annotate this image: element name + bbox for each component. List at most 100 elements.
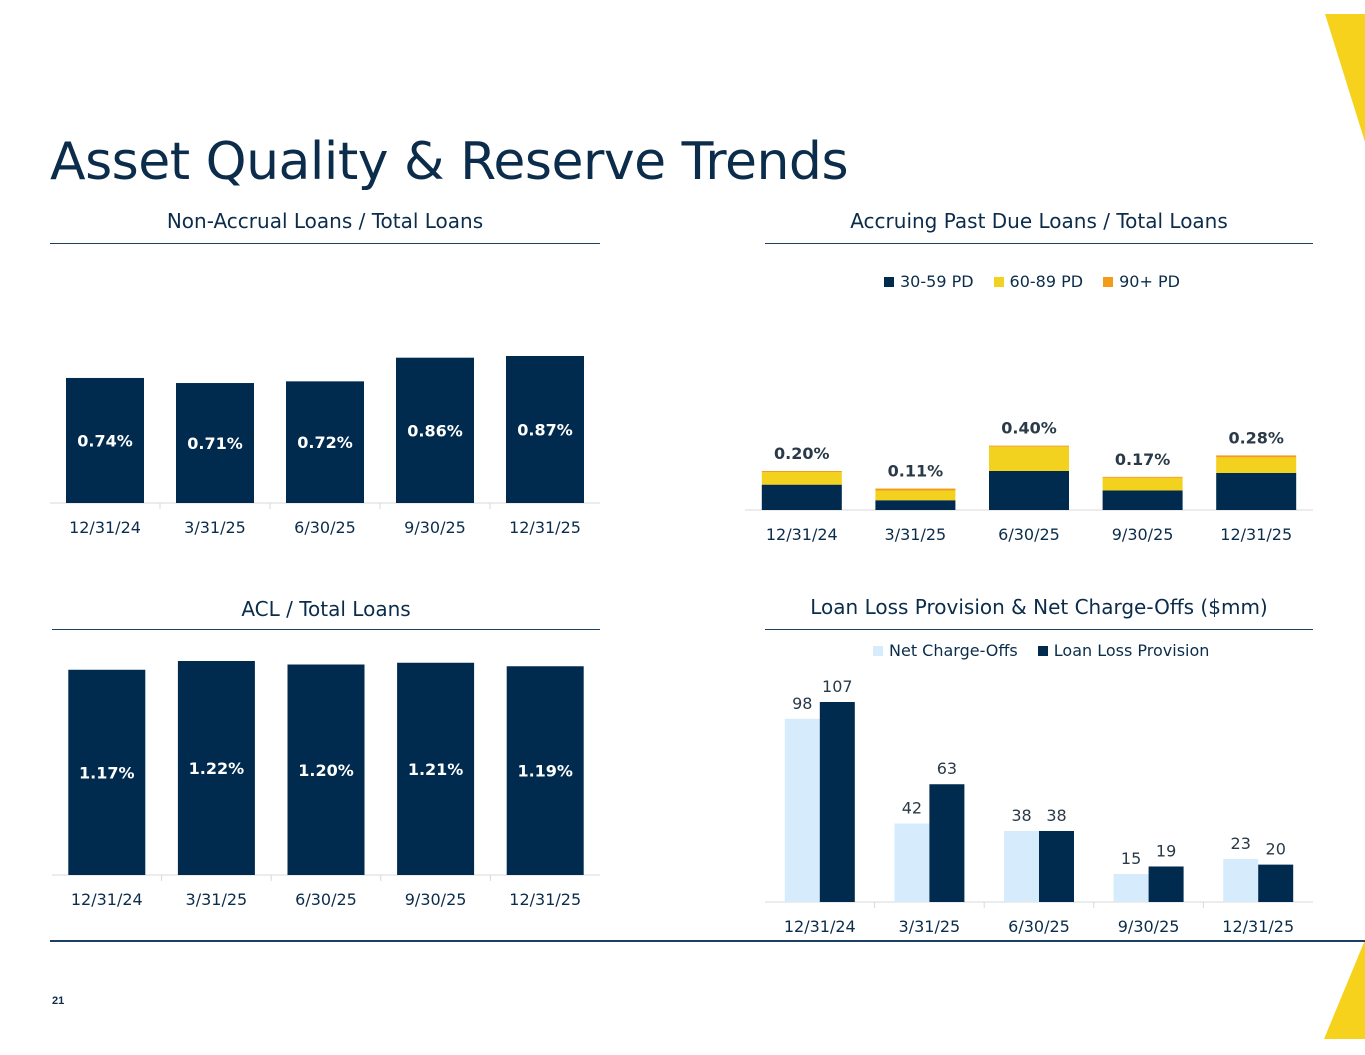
top-right-accent — [1325, 14, 1365, 142]
bar-loan-loss-provision-12-31-24 — [819, 702, 855, 902]
bar-9-30-25 — [396, 357, 474, 503]
bar-90-pd-9-30-25 — [1102, 476, 1183, 478]
provision-chart: 98 107 12/31/24 42 63 3/31/25 38 38 6/30/25 15 19 9… — [765, 677, 1313, 936]
page-number: 21 — [52, 995, 65, 1007]
bottom-right-accent — [1324, 940, 1365, 1039]
legend-item-net-charge-offs: Net Charge-Offs — [873, 641, 1018, 660]
legend-swatch-loan-loss-provision — [1037, 645, 1048, 656]
page-title: Asset Quality & Reserve Trends — [50, 132, 849, 192]
bar-30-59-pd-12-31-25 — [1216, 472, 1297, 510]
legend-label-60-89: 60-89 PD — [1009, 272, 1084, 291]
bar-30-59-pd-6-30-25 — [989, 471, 1069, 510]
legend-label-90-plus: 90+ PD — [1119, 272, 1180, 291]
legend-label-loan-loss-provision: Loan Loss Provision — [1053, 641, 1210, 660]
data-label-9-30-25: 0.86% — [407, 421, 463, 440]
past-due-legend: 30-59 PD 60-89 PD 90+ PD — [884, 272, 1180, 291]
x-tick-12-31-25: 12/31/25 — [1222, 917, 1294, 936]
total-label-6-30-25: 0.40% — [1001, 419, 1057, 438]
non-accrual-title-rule — [50, 243, 600, 244]
x-tick-9-30-25: 9/30/25 — [404, 518, 466, 537]
non-accrual-chart: 0.74% 12/31/24 0.71% 3/31/25 0.72% 6/30/25 0.8… — [50, 356, 600, 537]
acl-title-rule — [52, 629, 600, 630]
legend-label-30-59: 30-59 PD — [900, 272, 974, 291]
provision-chart-title: Loan Loss Provision & Net Charge-Offs ($… — [810, 595, 1268, 619]
value-label-loan-loss-provision-12-31-24: 107 — [822, 677, 853, 696]
value-label-loan-loss-provision-12-31-25: 20 — [1266, 840, 1286, 859]
x-tick-3-31-25: 3/31/25 — [184, 518, 246, 537]
value-label-net-charge-offs-12-31-24: 98 — [792, 694, 812, 713]
data-label-12-31-25: 0.87% — [517, 421, 573, 440]
bar-12-31-24 — [68, 669, 146, 875]
value-label-net-charge-offs-12-31-25: 23 — [1231, 834, 1251, 853]
data-label-6-30-25: 1.20% — [298, 761, 354, 780]
value-label-net-charge-offs-3-31-25: 42 — [902, 798, 922, 817]
bar-30-59-pd-9-30-25 — [1102, 490, 1183, 510]
provision-legend: Net Charge-Offs Loan Loss Provision — [873, 641, 1209, 660]
legend-item-loan-loss-provision: Loan Loss Provision — [1037, 641, 1210, 660]
bar-60-89-pd-12-31-24 — [761, 471, 842, 485]
bar-30-59-pd-3-31-25 — [875, 500, 956, 510]
x-tick-6-30-25: 6/30/25 — [294, 518, 356, 537]
footer-rule — [50, 940, 1365, 942]
total-label-9-30-25: 0.17% — [1115, 450, 1171, 469]
bar-12-31-24 — [66, 377, 144, 503]
total-label-12-31-25: 0.28% — [1228, 428, 1284, 447]
data-label-9-30-25: 1.21% — [408, 760, 464, 779]
bar-3-31-25 — [177, 661, 255, 875]
legend-label-net-charge-offs: Net Charge-Offs — [889, 641, 1018, 660]
legend-item-30-59: 30-59 PD — [884, 272, 974, 291]
x-tick-3-31-25: 3/31/25 — [186, 890, 248, 909]
bar-loan-loss-provision-6-30-25 — [1039, 830, 1074, 902]
bar-loan-loss-provision-12-31-25 — [1258, 864, 1294, 902]
x-tick-6-30-25: 6/30/25 — [998, 525, 1060, 544]
legend-swatch-net-charge-offs — [873, 645, 883, 656]
value-label-net-charge-offs-9-30-25: 15 — [1121, 849, 1141, 868]
x-tick-3-31-25: 3/31/25 — [885, 525, 947, 544]
bar-net-charge-offs-12-31-25 — [1223, 859, 1259, 902]
x-tick-12-31-24: 12/31/24 — [784, 917, 856, 936]
x-tick-9-30-25: 9/30/25 — [405, 890, 467, 909]
value-label-loan-loss-provision-6-30-25: 38 — [1046, 806, 1066, 825]
non-accrual-chart-title: Non-Accrual Loans / Total Loans — [166, 209, 484, 233]
legend-item-60-89: 60-89 PD — [993, 272, 1084, 291]
x-tick-12-31-24: 12/31/24 — [69, 518, 141, 537]
bar-60-89-pd-6-30-25 — [989, 446, 1069, 471]
bar-60-89-pd-3-31-25 — [875, 490, 956, 501]
x-tick-9-30-25: 9/30/25 — [1112, 525, 1174, 544]
bar-30-59-pd-12-31-24 — [761, 484, 842, 510]
value-label-loan-loss-provision-9-30-25: 19 — [1156, 841, 1176, 860]
bar-loan-loss-provision-3-31-25 — [929, 784, 965, 902]
acl-chart-title: ACL / Total Loans — [241, 597, 411, 621]
data-label-12-31-24: 1.17% — [79, 763, 135, 782]
bar-net-charge-offs-9-30-25 — [1113, 873, 1149, 902]
total-label-3-31-25: 0.11% — [888, 462, 944, 481]
bar-6-30-25 — [287, 664, 365, 875]
data-label-12-31-25: 1.19% — [517, 762, 573, 781]
x-tick-12-31-24: 12/31/24 — [71, 890, 143, 909]
bar-60-89-pd-12-31-25 — [1216, 457, 1297, 473]
legend-swatch-60-89 — [993, 276, 1004, 287]
data-label-6-30-25: 0.72% — [297, 433, 353, 452]
past-due-chart: 0.20% 12/31/24 0.11% 3/31/25 0.40% 6/30/25 0.1… — [745, 419, 1313, 544]
bar-90-pd-6-30-25 — [989, 445, 1069, 447]
bar-60-89-pd-9-30-25 — [1102, 477, 1183, 491]
x-tick-6-30-25: 6/30/25 — [295, 890, 357, 909]
past-due-title-rule — [765, 243, 1313, 244]
bar-90-pd-3-31-25 — [875, 488, 956, 491]
legend-item-90-plus: 90+ PD — [1103, 272, 1180, 291]
provision-title-rule — [765, 629, 1313, 630]
legend-swatch-90-plus — [1103, 276, 1114, 287]
x-tick-9-30-25: 9/30/25 — [1118, 917, 1180, 936]
past-due-chart-title: Accruing Past Due Loans / Total Loans — [850, 209, 1228, 233]
bar-net-charge-offs-3-31-25 — [894, 823, 930, 902]
bar-net-charge-offs-6-30-25 — [1004, 830, 1039, 902]
data-label-12-31-24: 0.74% — [77, 431, 133, 450]
bar-3-31-25 — [176, 383, 254, 503]
bar-6-30-25 — [286, 381, 364, 503]
x-tick-12-31-25: 12/31/25 — [509, 890, 581, 909]
bar-12-31-25 — [506, 356, 584, 503]
total-label-12-31-24: 0.20% — [774, 444, 830, 463]
bar-net-charge-offs-12-31-24 — [784, 718, 820, 902]
bar-loan-loss-provision-9-30-25 — [1148, 866, 1184, 902]
bar-9-30-25 — [397, 662, 475, 875]
